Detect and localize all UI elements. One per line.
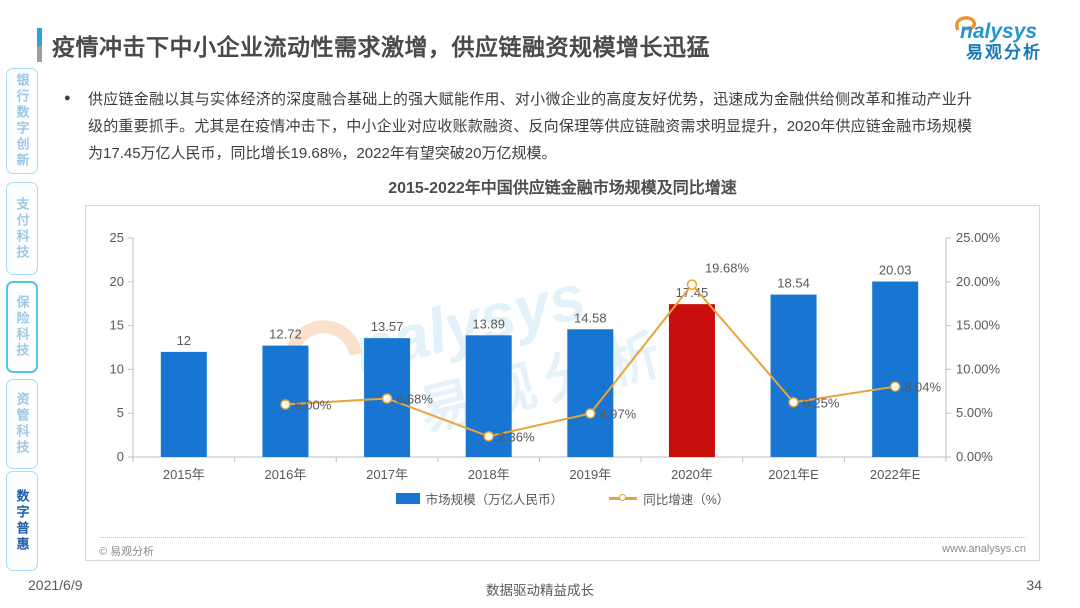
- sidebar-tab-banking-digital[interactable]: 银行数字创新: [6, 68, 38, 174]
- right-axis-tick-label: 15.00%: [956, 318, 1001, 333]
- sidebar-tab-label: 资管科技: [14, 392, 30, 456]
- sidebar-tab-insurance-tech[interactable]: 保险科技: [6, 281, 38, 373]
- legend-item-growth: 同比增速（%）: [609, 489, 729, 508]
- chart-legend: 市场规模（万亿人民币） 同比增速（%）: [86, 489, 1039, 508]
- right-axis-tick-label: 25.00%: [956, 230, 1001, 245]
- x-category-label: 2018年: [468, 467, 510, 482]
- bar-value-label: 14.58: [574, 310, 607, 325]
- logo-cn-text: 易观分析: [966, 42, 1042, 62]
- title-accent-bar: [37, 28, 42, 62]
- page-number: 34: [1026, 577, 1042, 593]
- right-axis-tick-label: 5.00%: [956, 405, 993, 420]
- chart-card: nalysys 易观分析 0 5 10 15 20 25 0.00% 5.00% 10.00% 1…: [85, 205, 1040, 561]
- legend-label: 市场规模（万亿人民币）: [425, 493, 564, 507]
- x-category-label: 2022年E: [870, 467, 921, 482]
- right-axis-tick-label: 20.00%: [956, 274, 1001, 289]
- page-title: 疫情冲击下中小企业流动性需求激增，供应链融资规模增长迅猛: [52, 34, 710, 60]
- right-axis-tick-label: 10.00%: [956, 361, 1001, 376]
- bar-2020年: [668, 304, 715, 457]
- growth-value-label: 6.68%: [396, 391, 433, 406]
- bar-2022年E: [872, 281, 919, 457]
- growth-marker-2022年E: [889, 381, 901, 392]
- left-axis-tick-label: 10: [110, 361, 124, 376]
- logo-swirl-icon: [955, 16, 977, 31]
- bar-2015年: [160, 351, 207, 457]
- sidebar-tab-payment-tech[interactable]: 支付科技: [6, 182, 38, 275]
- left-axis-tick-label: 25: [110, 230, 124, 245]
- growth-marker-2019年: [585, 408, 596, 419]
- growth-marker-2017年: [381, 393, 393, 404]
- legend-label: 同比增速（%）: [643, 493, 730, 507]
- sidebar-tab-label: 保险科技: [14, 295, 30, 359]
- bar-value-label: 20.03: [879, 263, 912, 278]
- left-axis-tick-label: 15: [110, 318, 124, 333]
- legend-line-swatch-icon: [609, 494, 638, 501]
- bar-value-label: 13.57: [371, 319, 404, 334]
- summary-paragraph: 供应链金融以其与实体经济的深度融合基础上的强大赋能作用、对小微企业的高度友好优势…: [88, 91, 972, 162]
- card-divider: [99, 537, 1026, 538]
- logo-latin-text: nalysys: [960, 20, 1037, 43]
- growth-value-label: 8.04%: [904, 380, 941, 395]
- source-note: © 易观分析: [99, 546, 155, 558]
- growth-marker-2016年: [280, 399, 291, 410]
- x-category-label: 2019年: [569, 467, 611, 482]
- sidebar-tab-label: 银行数字创新: [14, 73, 30, 169]
- x-category-label: 2017年: [366, 467, 408, 482]
- bar-2021年E: [770, 294, 817, 457]
- x-category-label: 2015年: [163, 467, 205, 482]
- report-date: 2021/6/9: [28, 577, 83, 593]
- bar-value-label: 12.72: [269, 327, 302, 342]
- x-category-label: 2016年: [264, 467, 306, 482]
- chart-title: 2015-2022年中国供应链金融市场规模及同比增速: [388, 180, 737, 197]
- legend-bar-swatch-icon: [395, 493, 420, 504]
- sidebar-tab-asset-mgmt-tech[interactable]: 资管科技: [6, 379, 38, 469]
- combo-chart-plot: 0 5 10 15 20 25 0.00% 5.00% 10.00% 15.00% 20.00% 25…: [110, 230, 1001, 482]
- left-axis-tick-label: 0: [117, 449, 124, 464]
- legend-item-market-size: 市场规模（万亿人民币）: [395, 489, 564, 508]
- footer-slogan: 数据驱动精益成长: [486, 583, 594, 598]
- left-axis-tick-label: 5: [117, 405, 124, 420]
- growth-marker-2020年: [686, 279, 698, 290]
- x-category-label: 2020年: [671, 467, 713, 482]
- sidebar-tab-digital-inclusion[interactable]: 数字普惠: [6, 471, 38, 571]
- analysys-logo: nalysys 易观分析: [930, 14, 1066, 62]
- growth-marker-2021年E: [788, 397, 799, 408]
- growth-value-label: 19.68%: [705, 261, 750, 276]
- right-axis-tick-label: 0.00%: [956, 449, 993, 464]
- growth-value-label: 6.25%: [803, 395, 840, 410]
- growth-value-label: 4.97%: [599, 406, 636, 421]
- bar-value-label: 18.54: [777, 276, 810, 291]
- sidebar-tab-label: 数字普惠: [14, 489, 30, 553]
- growth-value-label: 2.36%: [498, 429, 535, 444]
- growth-marker-2018年: [483, 431, 494, 442]
- sidebar-tab-label: 支付科技: [14, 196, 30, 261]
- bar-value-label: 12: [177, 333, 191, 348]
- bar-value-label: 13.89: [472, 316, 505, 331]
- growth-value-label: 6.00%: [294, 397, 331, 412]
- x-category-label: 2021年E: [768, 467, 819, 482]
- left-axis-tick-label: 20: [110, 274, 124, 289]
- website-note: www.analysys.cn: [942, 543, 1026, 555]
- bullet-icon: ●: [64, 92, 71, 104]
